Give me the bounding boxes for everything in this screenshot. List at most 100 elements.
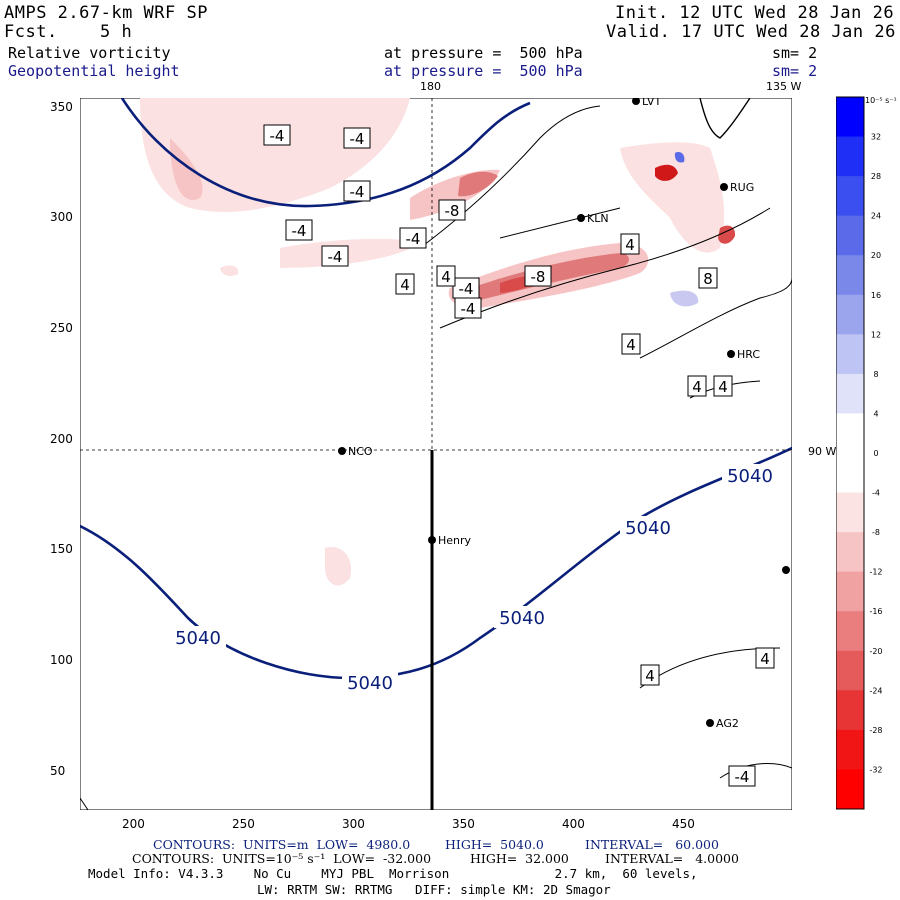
svg-text:-4: -4 bbox=[350, 130, 365, 148]
meridian-90w-label: 90 W bbox=[808, 445, 837, 458]
legend-tick-label: -16 bbox=[869, 607, 882, 616]
x-tick-label: 200 bbox=[122, 817, 145, 831]
color-legend: 32 28 24 20 16 12 8 4 0 -4 -8 -12 -16 -20 -24 -28 -32 10… bbox=[836, 96, 897, 810]
vorticity-label: 4 bbox=[436, 265, 456, 287]
forecast-hours: 5 h bbox=[100, 22, 133, 42]
vorticity-label: -4 bbox=[452, 277, 480, 299]
vort-contour-8 bbox=[80, 797, 89, 810]
vort-region-positive-patch bbox=[670, 290, 699, 307]
legend-tick-label: 20 bbox=[871, 251, 881, 260]
x-tick-label: 400 bbox=[562, 817, 585, 831]
height-contour-label: 5040 bbox=[342, 671, 398, 694]
station-marker: RUG bbox=[720, 181, 754, 194]
footer-height-interval: INTERVAL= 60.000 bbox=[585, 837, 719, 852]
field2-name: Geopotential height bbox=[8, 62, 180, 80]
vorticity-label: -4 bbox=[263, 124, 291, 146]
svg-text:8: 8 bbox=[703, 270, 713, 288]
station-marker: HRC bbox=[727, 348, 760, 361]
legend-swatch bbox=[836, 571, 864, 612]
legend-swatch bbox=[836, 215, 864, 256]
vort-region-lower-patch bbox=[325, 547, 352, 586]
svg-text:-4: -4 bbox=[406, 230, 421, 248]
height-label-group: 5040 5040 5040 5040 5040 bbox=[170, 464, 778, 694]
height-contour-label: 5040 bbox=[722, 464, 778, 487]
station-marker: AG2 bbox=[706, 717, 739, 730]
x-tick-label: 450 bbox=[672, 817, 695, 831]
station-marker: LVT bbox=[632, 98, 661, 108]
svg-text:5040: 5040 bbox=[347, 673, 393, 694]
legend-swatch bbox=[836, 769, 864, 810]
legend-swatch bbox=[836, 294, 864, 335]
legend-swatch bbox=[836, 334, 864, 375]
vorticity-label: -8 bbox=[524, 265, 552, 287]
forecast-label: Fcst. bbox=[4, 22, 58, 42]
field2-smooth: sm= 2 bbox=[772, 62, 818, 80]
legend-swatch bbox=[836, 176, 864, 217]
vorticity-label: 4 bbox=[713, 375, 733, 397]
vorticity-label: 4 bbox=[755, 647, 775, 669]
legend-swatch bbox=[836, 136, 864, 177]
legend-tick-label: -8 bbox=[872, 528, 880, 537]
svg-text:5040: 5040 bbox=[499, 608, 545, 629]
legend-swatch bbox=[836, 373, 864, 414]
station-marker: NCO bbox=[338, 445, 373, 458]
footer-height-high: HIGH= 5040.0 bbox=[445, 837, 544, 852]
svg-text:4: 4 bbox=[692, 378, 702, 396]
svg-text:4: 4 bbox=[645, 667, 655, 685]
vort-contour-6 bbox=[719, 763, 792, 779]
svg-text:HRC: HRC bbox=[737, 348, 760, 361]
vort-region-positive-spot bbox=[674, 152, 685, 163]
legend-swatch bbox=[836, 690, 864, 731]
footer-physics-info: LW: RRTM SW: RRTMG DIFF: simple KM: 2D S… bbox=[257, 882, 611, 897]
y-tick-label: 250 bbox=[50, 321, 73, 335]
coastline bbox=[699, 98, 751, 139]
legend-swatch bbox=[836, 255, 864, 296]
svg-text:NCO: NCO bbox=[348, 445, 373, 458]
vorticity-label: -4 bbox=[454, 297, 482, 319]
vort-contour-1 bbox=[439, 207, 771, 329]
y-tick-label: 200 bbox=[50, 432, 73, 446]
legend-tick-label: 12 bbox=[871, 330, 881, 339]
svg-text:4: 4 bbox=[760, 650, 770, 668]
footer-vort-contours: CONTOURS: UNITS=10⁻⁵ s⁻¹ LOW= -32.000 bbox=[132, 851, 432, 866]
vorticity-label: 4 bbox=[640, 664, 660, 686]
legend-tick-label: 0 bbox=[873, 449, 878, 458]
legend-tick-label: 8 bbox=[873, 370, 878, 379]
legend-tick-label: -24 bbox=[869, 686, 882, 695]
svg-text:RUG: RUG bbox=[730, 181, 754, 194]
vort-contour-4 bbox=[639, 277, 792, 359]
y-tick-label: 150 bbox=[50, 542, 73, 556]
legend-unit: 10⁻⁵ s⁻¹ bbox=[865, 96, 897, 105]
svg-text:-8: -8 bbox=[445, 202, 460, 220]
footer-model-info: Model Info: V4.3.3 No Cu MYJ PBL Morriso… bbox=[88, 866, 698, 881]
legend-swatch bbox=[836, 729, 864, 770]
legend-bars bbox=[836, 96, 865, 810]
footer-height-contours: CONTOURS: UNITS=m LOW= 4980.0 bbox=[153, 837, 411, 852]
y-tick-label: 300 bbox=[50, 210, 73, 224]
legend-tick-label: 4 bbox=[873, 409, 878, 418]
legend-swatch bbox=[836, 650, 864, 691]
svg-text:AG2: AG2 bbox=[716, 717, 739, 730]
field1-smooth: sm= 2 bbox=[772, 44, 818, 62]
vorticity-fills bbox=[140, 98, 736, 586]
vort-region-right-peak-1 bbox=[655, 164, 678, 181]
svg-text:4: 4 bbox=[400, 276, 410, 294]
legend-tick-label: 24 bbox=[871, 212, 881, 221]
svg-text:4: 4 bbox=[625, 236, 635, 254]
vorticity-label: 8 bbox=[698, 267, 718, 289]
legend-tick-label: -12 bbox=[869, 568, 882, 577]
legend-swatch bbox=[836, 611, 864, 652]
height-contour-lower bbox=[80, 446, 792, 680]
station-marker: KLN bbox=[577, 212, 609, 225]
vort-region-band-2-core bbox=[458, 171, 498, 197]
model-title: AMPS 2.67-km WRF SP bbox=[4, 3, 208, 23]
svg-text:-4: -4 bbox=[328, 248, 343, 266]
svg-text:KLN: KLN bbox=[587, 212, 609, 225]
svg-text:Henry: Henry bbox=[438, 534, 472, 547]
legend-tick-label: 32 bbox=[871, 133, 881, 142]
meridian-180-label: 180 bbox=[420, 80, 441, 93]
vort-region-upper-left-core bbox=[170, 138, 203, 200]
y-tick-label: 350 bbox=[50, 100, 73, 114]
footer-vort-interval: INTERVAL= 4.0000 bbox=[605, 851, 739, 866]
